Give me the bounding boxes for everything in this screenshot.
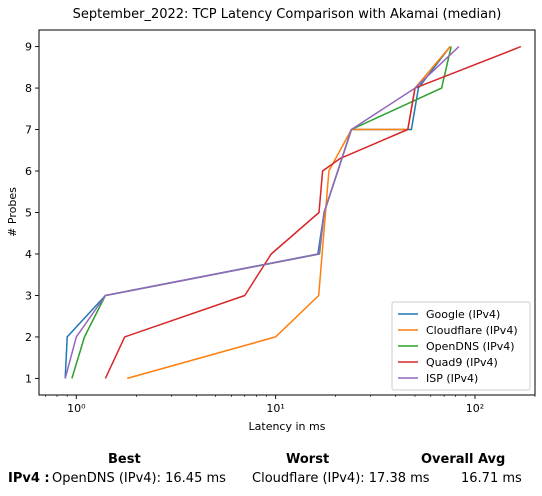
y-axis-label: # Probes [6, 187, 19, 237]
chart-legend: Google (IPv4) Cloudflare (IPv4) OpenDNS (I… [391, 301, 531, 391]
summary-avg-value: 16.71 ms [461, 471, 522, 486]
y-tick-label: 3 [25, 289, 32, 302]
y-tick-label: 2 [25, 331, 32, 344]
summary-worst-value: Cloudflare (IPv4): 17.38 ms [252, 471, 430, 486]
x-tick-label: 10² [466, 402, 484, 415]
legend-entry: ISP (IPv4) [426, 372, 478, 385]
series-line-3 [104, 45, 522, 379]
summary-best-value: OpenDNS (IPv4): 16.45 ms [52, 471, 226, 486]
summary-row-label: IPv4 : [8, 471, 50, 486]
x-tick-label: 10⁰ [67, 402, 86, 415]
y-axis-ticks: 1 2 3 4 5 6 7 8 9 [25, 41, 39, 385]
summary-worst-header: Worst [286, 452, 330, 467]
x-axis-label: Latency in ms [249, 420, 326, 433]
x-axis-ticks: 10⁰ 10¹ 10² [45, 395, 536, 415]
x-tick-label: 10¹ [266, 402, 284, 415]
series-line-4 [64, 46, 460, 379]
y-tick-label: 1 [25, 372, 32, 385]
y-tick-label: 4 [25, 248, 32, 261]
y-tick-label: 7 [25, 124, 32, 137]
y-tick-label: 6 [25, 165, 32, 178]
legend-entry: Quad9 (IPv4) [426, 356, 498, 369]
series-lines [64, 45, 522, 380]
summary-avg-header: Overall Avg [421, 452, 506, 467]
y-tick-label: 9 [25, 41, 32, 54]
y-tick-label: 8 [25, 82, 32, 95]
legend-entry: Google (IPv4) [426, 308, 500, 321]
y-tick-label: 5 [25, 207, 32, 220]
legend-box [391, 301, 531, 391]
latency-chart: September_2022: TCP Latency Comparison w… [6, 7, 536, 433]
legend-entry: OpenDNS (IPv4) [426, 340, 515, 353]
chart-title: September_2022: TCP Latency Comparison w… [73, 7, 502, 22]
summary-best-header: Best [108, 452, 141, 467]
legend-entry: Cloudflare (IPv4) [426, 324, 518, 337]
